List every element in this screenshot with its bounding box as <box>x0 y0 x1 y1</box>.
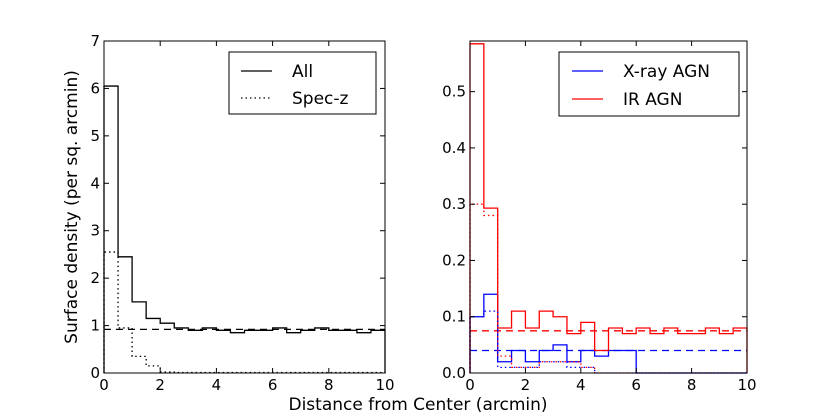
left-series-all <box>103 85 386 373</box>
left-y-tick-label: 4 <box>90 174 100 192</box>
left-x-tick-label: 2 <box>155 376 165 394</box>
left-y-tick-label: 5 <box>90 127 100 145</box>
left-legend: All Spec-z <box>228 51 377 115</box>
right-y-tick-label: 0.4 <box>442 139 466 157</box>
left-y-tick-label: 1 <box>90 317 100 335</box>
left-y-tick-label: 3 <box>90 222 100 240</box>
right-y-tick-label: 0.1 <box>442 308 466 326</box>
right-legend: X-ray AGN IR AGN <box>558 51 740 117</box>
x-axis-label: Distance from Center (arcmin) <box>288 395 547 415</box>
left-plot-frame <box>103 40 386 374</box>
right-x-tick-label: 8 <box>687 376 697 394</box>
left-x-tick-label: 10 <box>375 376 394 394</box>
left-x-tick-label: 8 <box>324 376 334 394</box>
y-axis-label: Surface density (per sq. arcmin) <box>62 70 82 344</box>
right-y-tick-label: 0.3 <box>442 195 466 213</box>
right-x-tick-label: 10 <box>737 376 756 394</box>
right-y-tick-label: 0.0 <box>442 364 466 382</box>
right-plot-frame <box>469 40 748 374</box>
left-y-tick-label: 2 <box>90 269 100 287</box>
right-x-tick-label: 2 <box>521 376 531 394</box>
right-y-tick-label: 0.2 <box>442 251 466 269</box>
left-y-tick-label: 0 <box>90 364 100 382</box>
left-x-tick-label: 0 <box>99 376 109 394</box>
left-y-tick-label: 6 <box>90 79 100 97</box>
right-y-tick-label: 0.5 <box>442 83 466 101</box>
legend-label-spec-z: Spec-z <box>292 89 349 109</box>
left-legend-box <box>228 51 377 115</box>
right-series-ir-agn <box>469 43 748 373</box>
right-panel: 0 2 4 6 8 10 0.0 0.1 0.2 0.3 0.4 0.5 X-ray AGN IR A… <box>442 40 757 394</box>
left-ticks: 0 2 4 6 8 10 0 1 2 3 4 5 6 7 <box>90 32 394 394</box>
right-x-tick-label: 6 <box>631 376 641 394</box>
legend-label-xray-agn: X-ray AGN <box>623 62 710 82</box>
right-ticks: 0 2 4 6 8 10 0.0 0.1 0.2 0.3 0.4 0.5 <box>442 41 757 394</box>
right-x-tick-label: 4 <box>576 376 586 394</box>
right-legend-box <box>558 51 740 117</box>
left-x-tick-label: 4 <box>212 376 222 394</box>
right-x-tick-label: 0 <box>465 376 475 394</box>
left-x-tick-label: 6 <box>268 376 278 394</box>
left-panel: 0 2 4 6 8 10 0 1 2 3 4 5 6 7 All Spec-z <box>90 32 394 394</box>
left-y-tick-label: 7 <box>90 32 100 50</box>
legend-label-all: All <box>292 62 313 82</box>
legend-label-ir-agn: IR AGN <box>623 90 682 110</box>
